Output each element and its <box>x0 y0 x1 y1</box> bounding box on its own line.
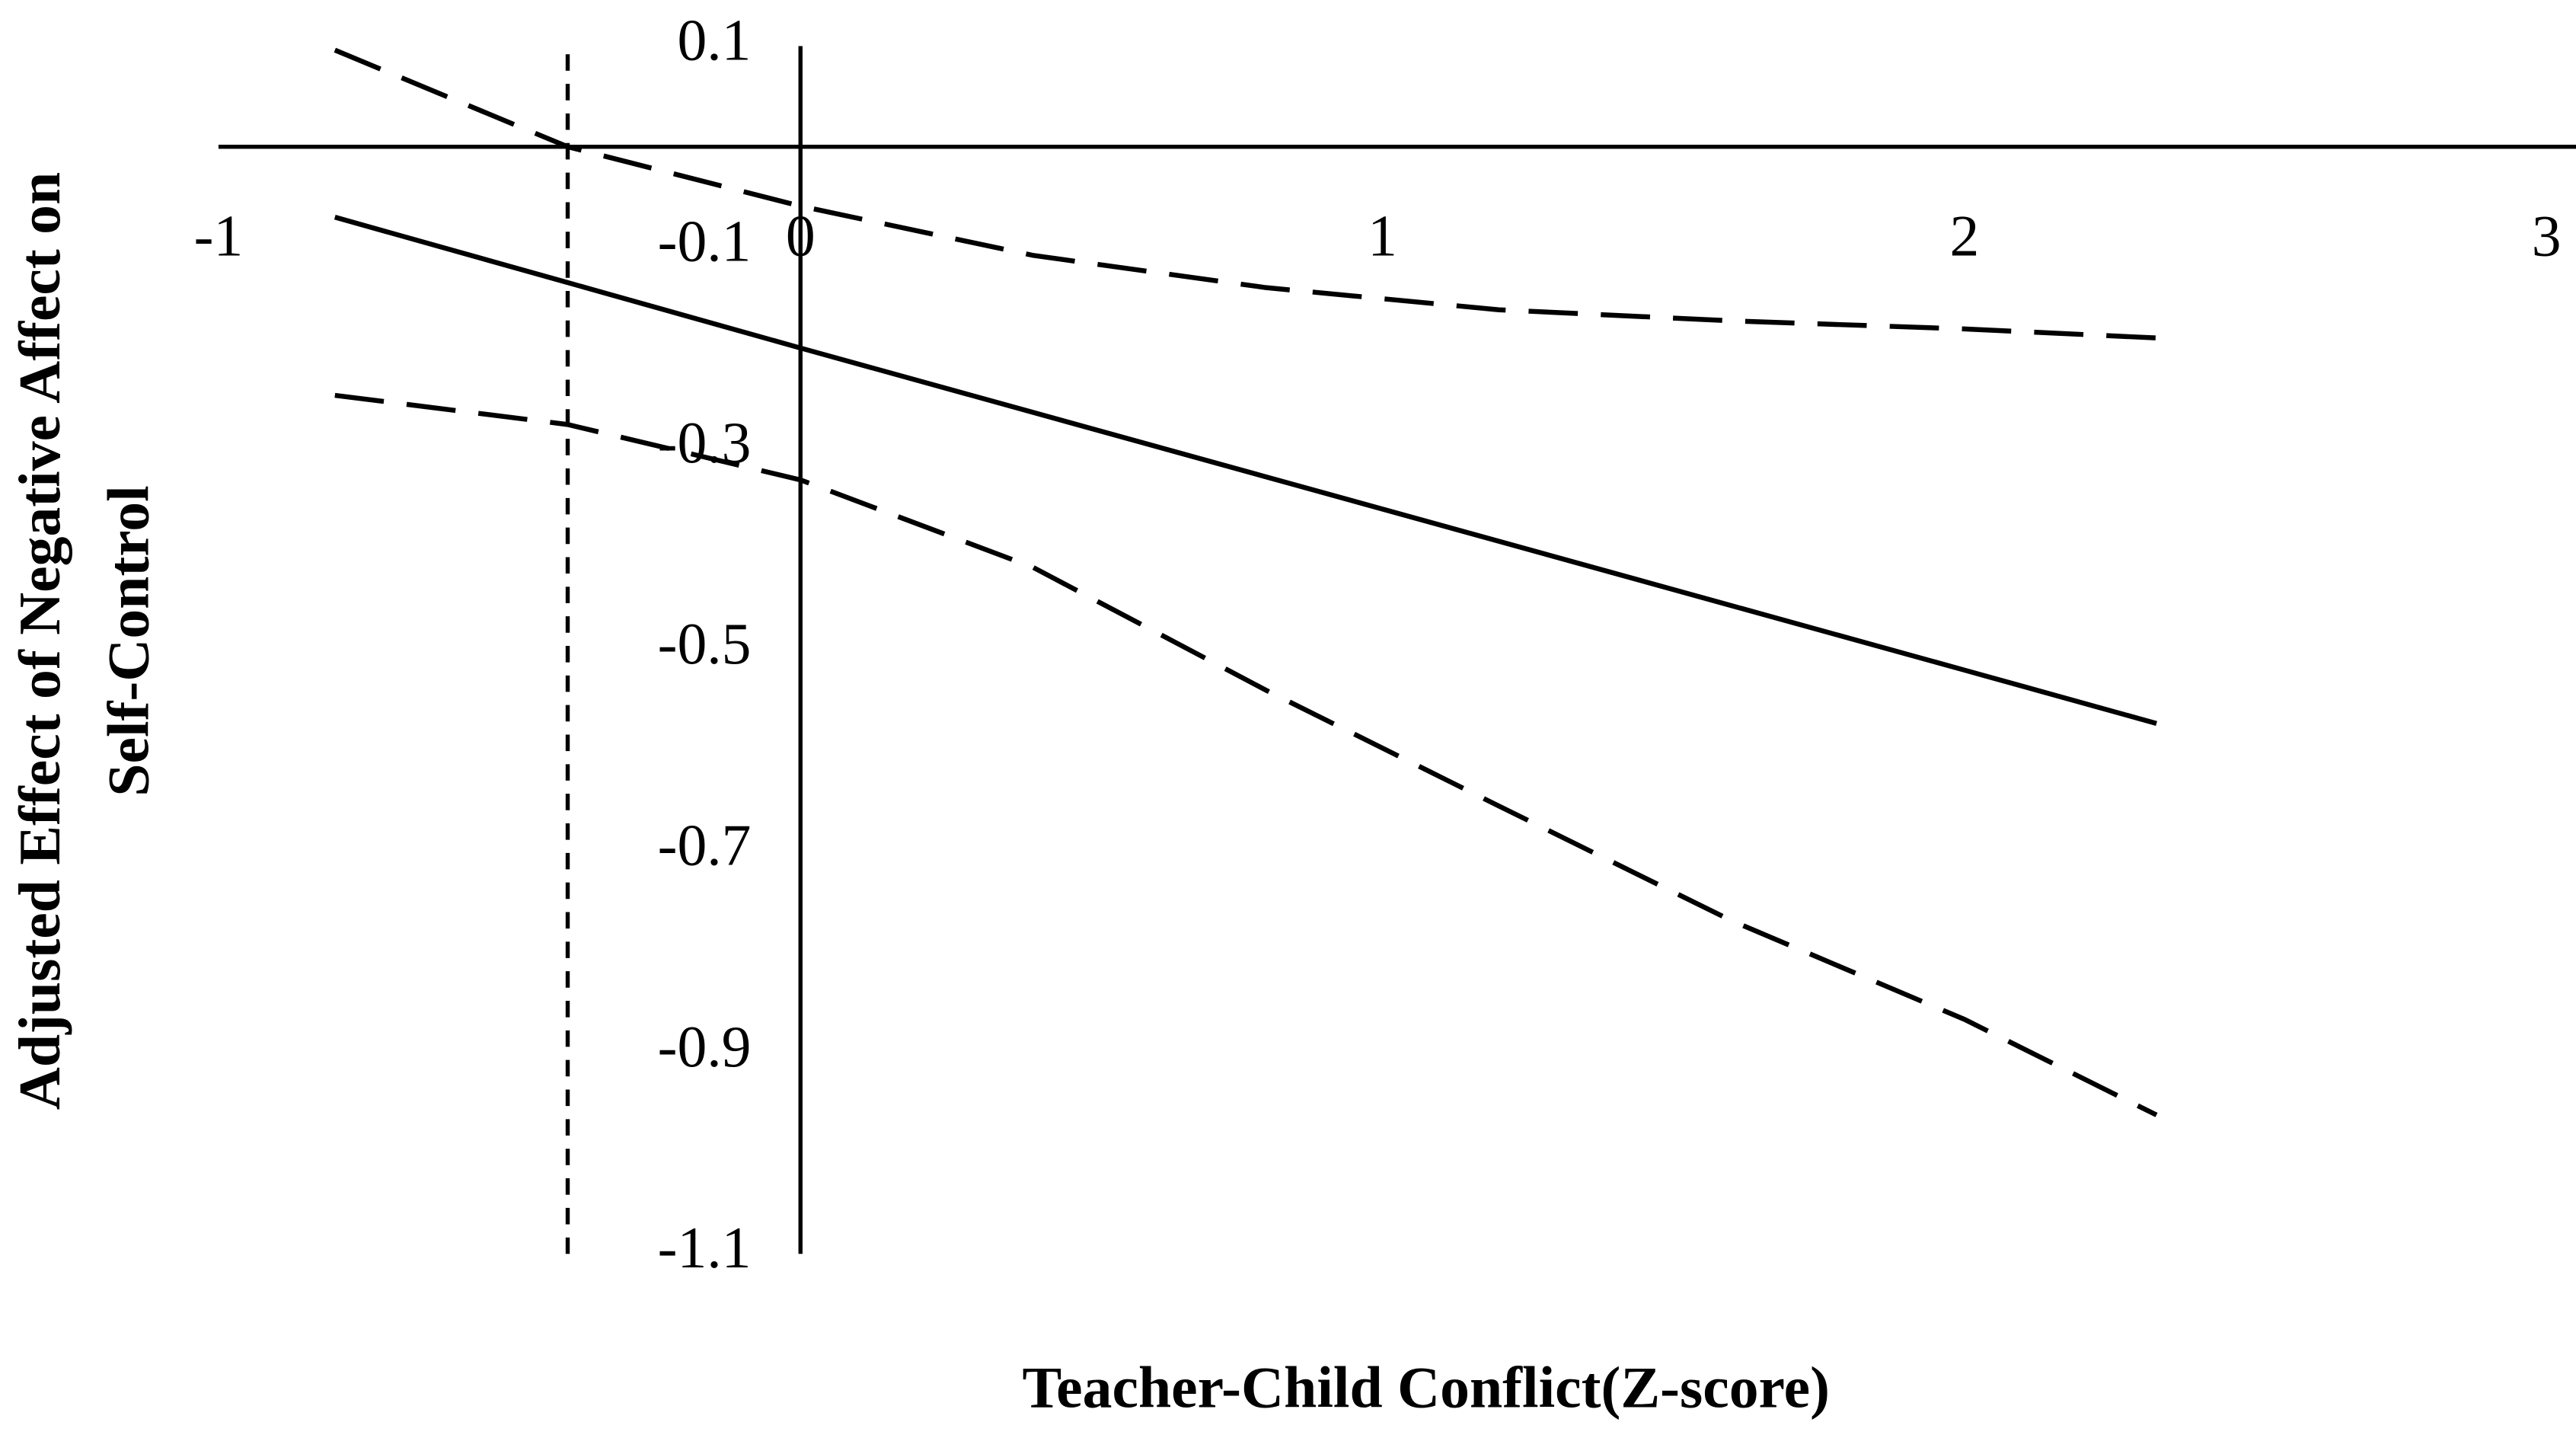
x-tick-label: 0 <box>786 203 816 269</box>
x-tick-label: 1 <box>1368 203 1397 269</box>
y-tick-label: -0.9 <box>658 1014 752 1079</box>
y-axis-title: Self-Control <box>96 485 161 796</box>
y-axis-title-group: Self-Control <box>96 485 161 796</box>
confidence-band-line <box>334 392 2158 1117</box>
y-tick-label: -0.1 <box>658 209 752 274</box>
confidence-band-line <box>334 47 2157 340</box>
y-tick-label: -1.1 <box>658 1215 752 1280</box>
x-tick-label: -1 <box>194 203 244 269</box>
y-tick-label: 0.1 <box>677 7 751 72</box>
x-tick-label: 3 <box>2532 203 2562 269</box>
effect-line <box>334 215 2157 726</box>
y-axis-title-group: Adjusted Effect of Negative Affect on <box>7 172 72 1110</box>
y-tick-label: -0.5 <box>658 611 752 676</box>
y-tick-label: -0.7 <box>658 813 752 878</box>
y-axis-title: Adjusted Effect of Negative Affect on <box>7 172 72 1110</box>
x-tick-label: 2 <box>1949 203 1979 269</box>
x-axis-title: Teacher-Child Conflict(Z-score) <box>1023 1354 1830 1420</box>
